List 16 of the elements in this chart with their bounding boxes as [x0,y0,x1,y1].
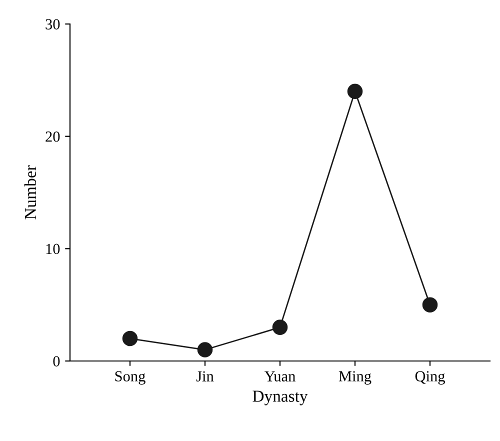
point [422,297,438,312]
point [347,84,363,100]
x-tick-label: Jin [196,371,214,382]
x-tick-label: Song [115,371,146,385]
y-tick-label: 30 [46,19,60,30]
y-tick-label: 20 [46,131,60,142]
point [197,342,213,358]
x-tick-label: Qing [415,371,445,385]
y-tick-label: 10 [46,244,60,254]
x-tick-label: Yuan [264,371,296,382]
point [272,320,288,335]
y-tick-label: 0 [53,356,60,366]
x-axis-title: Dynasty [252,390,308,406]
x-tick-label: Ming [338,371,372,385]
y-axis-title: Number [24,165,36,220]
point [122,330,138,346]
